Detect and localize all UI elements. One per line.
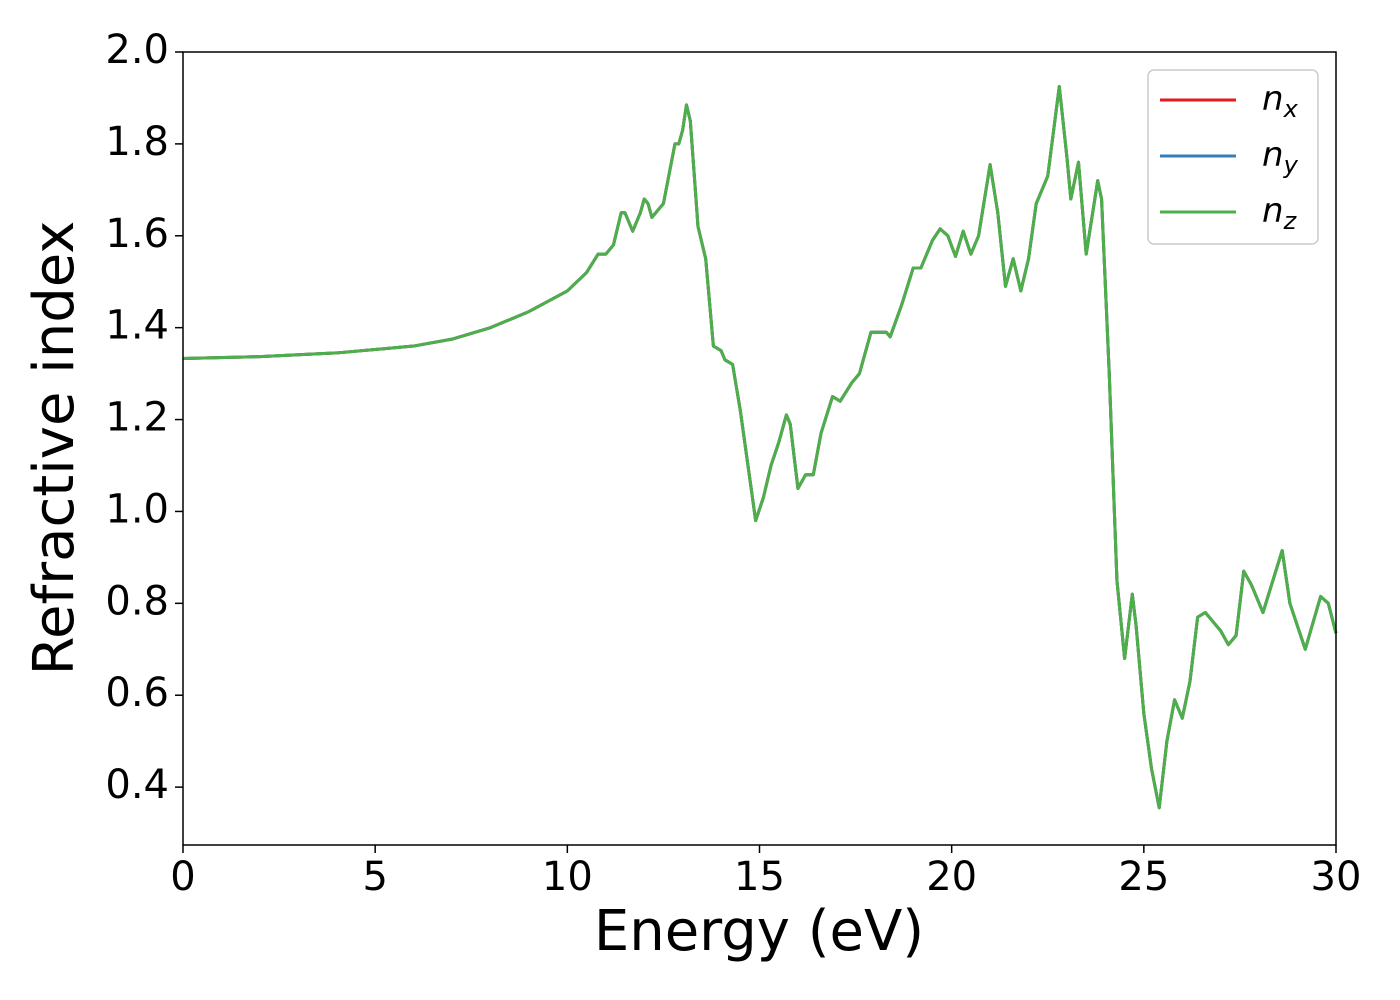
legend-label: nz [1262, 191, 1298, 236]
x-tick-label: 20 [926, 854, 977, 900]
legend-label-sub: y [1283, 151, 1299, 179]
y-tick-label: 0.4 [105, 762, 169, 808]
y-tick-label: 2.0 [105, 27, 169, 73]
legend-label-base: n [1262, 135, 1284, 175]
y-tick-label: 0.6 [105, 670, 169, 716]
y-tick-label: 1.6 [105, 211, 169, 257]
x-tick-label: 5 [362, 854, 387, 900]
x-tick-label: 15 [734, 854, 785, 900]
legend-label-base: n [1262, 79, 1284, 119]
legend-label: nx [1262, 79, 1299, 124]
x-tick-label: 25 [1118, 854, 1169, 900]
y-axis-label: Refractive index [22, 221, 87, 676]
y-tick-label: 0.8 [105, 578, 169, 624]
plot-frame [182, 51, 1337, 846]
y-tick-label: 1.2 [105, 395, 169, 441]
legend-label-base: n [1262, 191, 1284, 231]
x-axis-label: Energy (eV) [594, 899, 924, 964]
y-tick-label: 1.4 [105, 303, 169, 349]
x-tick-label: 30 [1311, 854, 1362, 900]
x-tick-label: 0 [170, 854, 195, 900]
y-tick-label: 1.8 [105, 119, 169, 165]
legend-label: ny [1262, 135, 1299, 180]
series-line [182, 84, 1338, 810]
y-tick-label: 1.0 [105, 486, 169, 532]
x-tick-label: 10 [542, 854, 593, 900]
legend-label-sub: x [1283, 95, 1299, 123]
legend-label-sub: z [1283, 207, 1298, 235]
